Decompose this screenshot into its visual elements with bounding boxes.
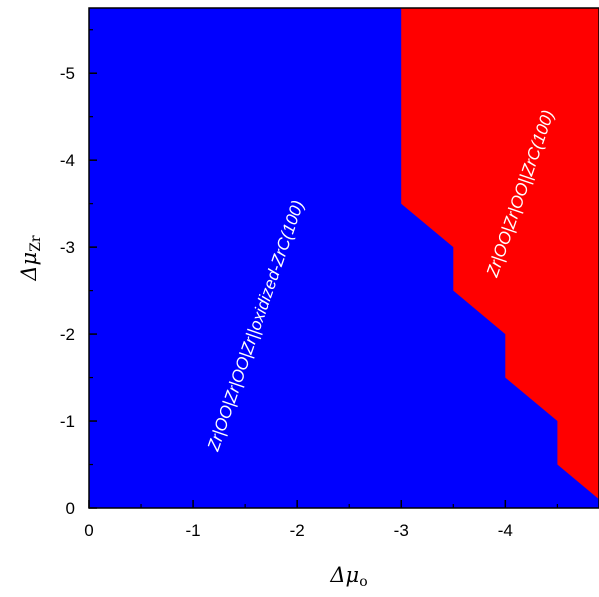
x-tick-label: -1	[186, 521, 201, 540]
x-axis-label-main: Δμ	[329, 563, 359, 587]
y-axis-label: ΔμZr	[17, 235, 44, 282]
y-tick-label: -1	[60, 412, 75, 431]
x-axis-label-sub: o	[359, 574, 367, 590]
x-tick-label: -2	[290, 521, 305, 540]
y-axis-label-main: Δμ	[17, 252, 41, 282]
y-axis-label-sub: Zr	[28, 235, 44, 252]
x-tick-label: -3	[394, 521, 409, 540]
regions-layer	[89, 8, 599, 508]
x-axis-label: Δμo	[329, 563, 367, 590]
x-tick-label: 0	[84, 521, 93, 540]
y-tick-label: -3	[60, 238, 75, 257]
y-tick-label: -2	[60, 325, 75, 344]
x-tick-label: -4	[498, 521, 513, 540]
y-tick-label: -5	[60, 64, 75, 83]
region-zrc	[401, 8, 599, 500]
x-axis-ticks: 0 -1 -2 -3 -4	[84, 500, 558, 540]
plot-frame	[88, 7, 599, 509]
y-axis-ticks: 0 -1 -2 -3 -4 -5	[60, 29, 97, 518]
y-tick-label: -4	[60, 151, 75, 170]
y-tick-label: 0	[66, 499, 75, 518]
